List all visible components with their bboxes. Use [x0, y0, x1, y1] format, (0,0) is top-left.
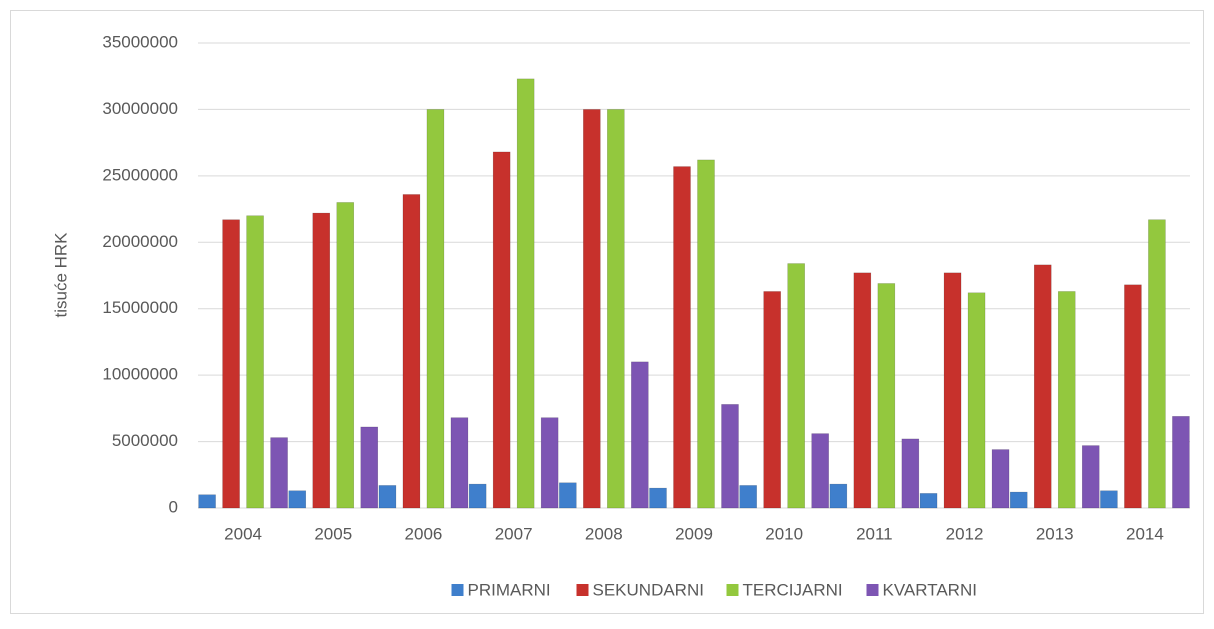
bar	[492, 151, 511, 509]
bar	[1148, 219, 1166, 509]
x-tick-label: 2014	[1126, 524, 1164, 543]
bar	[450, 417, 469, 509]
y-tick-label: 0	[169, 497, 178, 516]
bar	[270, 437, 288, 509]
y-tick-label: 15000000	[102, 298, 178, 317]
x-tick-label: 2010	[765, 524, 803, 543]
bar	[919, 493, 938, 509]
bar	[811, 433, 829, 509]
bar	[1009, 491, 1028, 509]
legend-swatch	[726, 584, 739, 596]
bar	[649, 487, 667, 509]
y-axis-label: tisuće HRK	[51, 232, 70, 318]
y-tick-label: 30000000	[102, 99, 178, 118]
bar	[673, 166, 691, 509]
bar	[336, 202, 355, 509]
bar	[1057, 291, 1076, 509]
legend-swatch	[576, 584, 589, 596]
bar	[1081, 445, 1100, 509]
legend-swatch	[451, 584, 464, 596]
x-tick-label: 2008	[585, 524, 623, 543]
x-tick-label: 2011	[856, 524, 893, 543]
x-tick-label: 2006	[405, 524, 443, 543]
bar	[1172, 416, 1190, 509]
chart-frame	[10, 10, 1204, 614]
bar	[853, 272, 872, 509]
bar	[787, 263, 805, 509]
legend-label: KVARTARNI	[883, 580, 977, 599]
bar	[198, 494, 216, 509]
bar	[967, 292, 986, 509]
bar	[246, 215, 264, 509]
x-tick-label: 2009	[675, 524, 713, 543]
bar	[540, 417, 559, 509]
bar	[739, 485, 757, 509]
legend-label: TERCIJARNI	[743, 580, 843, 599]
bar	[1124, 284, 1142, 509]
bar	[559, 482, 577, 509]
bar	[721, 404, 739, 509]
x-tick-label: 2012	[946, 524, 984, 543]
legend-swatch	[866, 584, 879, 596]
bar	[378, 485, 397, 509]
legend-label: PRIMARNI	[468, 580, 551, 599]
bar	[877, 283, 896, 509]
bar	[943, 272, 962, 509]
bar	[288, 490, 307, 509]
bar	[631, 361, 649, 509]
bar	[312, 212, 331, 509]
x-tick-label: 2004	[224, 524, 262, 543]
bar	[1100, 490, 1118, 509]
bar	[607, 109, 625, 509]
bar	[426, 109, 445, 509]
y-tick-label: 10000000	[102, 365, 178, 384]
bar	[991, 449, 1010, 509]
x-tick-label: 2013	[1036, 524, 1074, 543]
bar	[763, 291, 781, 509]
x-tick-label: 2005	[314, 524, 352, 543]
bar	[697, 159, 715, 509]
y-tick-label: 35000000	[102, 32, 178, 51]
x-tick-label: 2007	[495, 524, 533, 543]
bar	[222, 219, 240, 509]
bar	[468, 483, 487, 509]
bar	[516, 78, 535, 509]
bar	[360, 426, 379, 509]
y-tick-label: 25000000	[102, 165, 178, 184]
bar	[901, 438, 920, 509]
y-tick-label: 5000000	[112, 431, 178, 450]
bar	[583, 109, 601, 509]
y-tick-label: 20000000	[102, 232, 178, 251]
bar	[829, 483, 848, 509]
bar	[1033, 264, 1052, 509]
legend-label: SEKUNDARNI	[593, 580, 704, 599]
bar	[402, 194, 421, 509]
